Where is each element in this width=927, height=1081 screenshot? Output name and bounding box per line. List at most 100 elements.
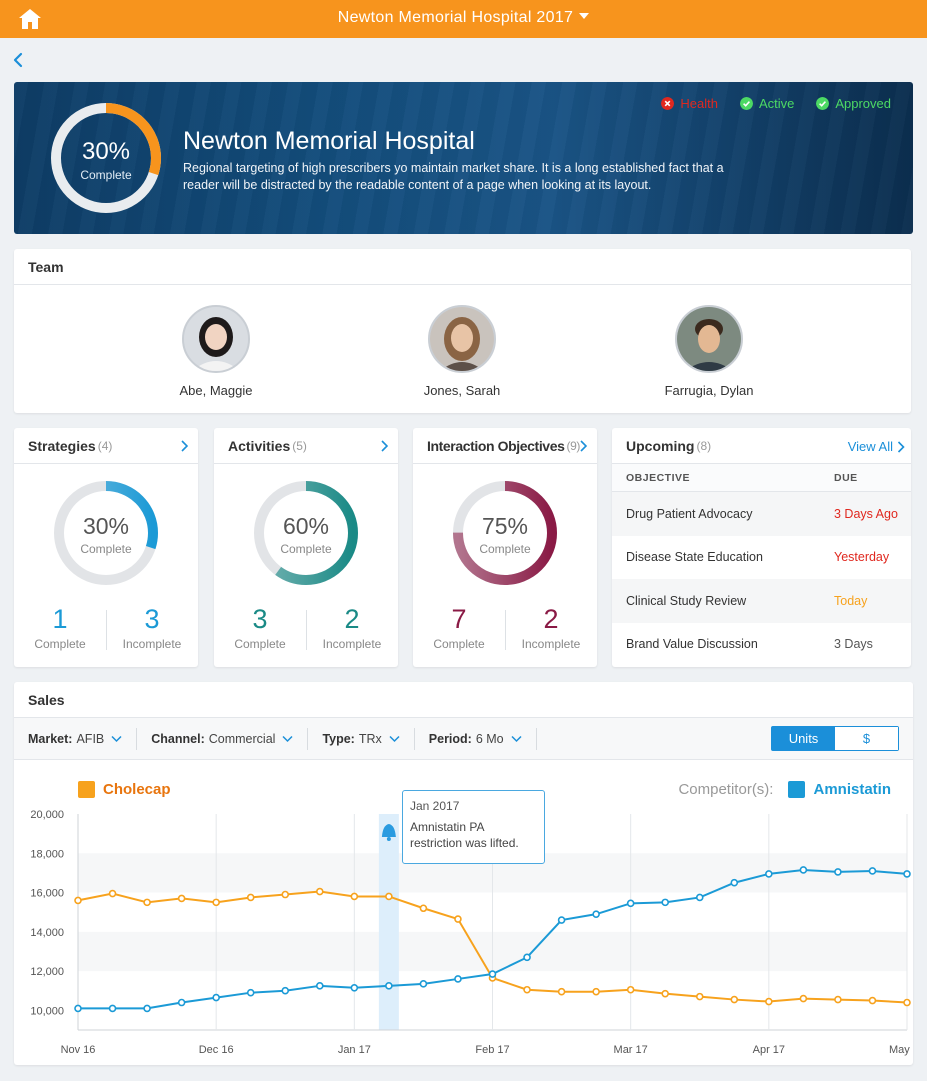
home-icon[interactable] xyxy=(18,7,42,31)
x-tick-label: May 17 xyxy=(889,1044,913,1056)
objectives-percent: 75% xyxy=(481,513,529,539)
team-title: Team xyxy=(28,258,64,275)
data-point-cholecap xyxy=(108,889,117,898)
column-due: DUE xyxy=(834,471,858,484)
legend-cholecap[interactable]: Cholecap xyxy=(78,781,171,798)
divider xyxy=(505,610,506,650)
x-tick-label: Jan 17 xyxy=(338,1044,371,1056)
strategies-count: (4) xyxy=(97,438,113,453)
data-point-cholecap xyxy=(834,995,842,1004)
activities-percent: 60% xyxy=(282,513,330,539)
activities-card[interactable]: Activities (5) 60% Complete 3 Complete 2 … xyxy=(214,428,398,667)
y-tick-label: 14,000 xyxy=(30,927,64,939)
type-filter[interactable]: Type: TRx xyxy=(322,727,415,750)
donut-arc xyxy=(453,481,557,585)
filter-label: Market: xyxy=(28,731,73,746)
team-header: Team xyxy=(14,249,911,285)
x-tick-label: Mar 17 xyxy=(614,1044,648,1056)
filter-value: Commercial xyxy=(208,731,276,746)
status-health: Health xyxy=(661,96,718,111)
hospital-name: Newton Memorial Hospital xyxy=(183,127,475,155)
page-title: Newton Memorial Hospital 2017 xyxy=(337,9,574,26)
strategies-percent: 30% xyxy=(82,513,130,539)
data-point-amnistatin xyxy=(108,1004,117,1013)
data-point-cholecap xyxy=(523,985,531,994)
dollars-button[interactable]: $ xyxy=(835,727,898,750)
check-circle-icon xyxy=(739,97,753,110)
objectives-percent-label: Complete xyxy=(479,542,531,556)
data-point-amnistatin xyxy=(626,899,635,908)
team-member[interactable]: Abe, Maggie xyxy=(156,305,276,398)
chevron-right-icon[interactable] xyxy=(380,440,388,452)
due-date: Today xyxy=(834,593,868,608)
status-label: Approved xyxy=(835,96,891,111)
objectives-header: Interaction Objectives (9) xyxy=(413,428,597,464)
chevron-right-icon[interactable] xyxy=(180,440,188,452)
progress-ring: 30% Complete xyxy=(50,102,162,214)
event-highlight xyxy=(378,814,399,1030)
data-point-cholecap xyxy=(903,998,911,1007)
team-member[interactable]: Jones, Sarah xyxy=(402,305,522,398)
data-point-amnistatin xyxy=(592,910,600,918)
data-point-cholecap xyxy=(74,896,82,905)
view-all-link[interactable]: View All xyxy=(848,439,905,454)
back-arrow-icon[interactable] xyxy=(10,50,28,70)
sales-header: Sales xyxy=(14,682,913,718)
legend-label: Cholecap xyxy=(103,781,171,798)
data-point-amnistatin xyxy=(246,988,255,997)
strategies-card[interactable]: Strategies (4) 30% Complete 1 Complete 3 … xyxy=(14,428,198,667)
data-point-amnistatin xyxy=(212,993,220,1002)
team-member[interactable]: Farrugia, Dylan xyxy=(649,305,769,398)
data-point-amnistatin xyxy=(661,898,670,907)
competitor-label: Competitor(s): xyxy=(678,781,774,798)
sales-title: Sales xyxy=(28,691,65,708)
table-row[interactable]: Disease State Education Yesterday xyxy=(612,536,911,580)
chevron-down-icon xyxy=(511,735,522,742)
legend-competitor[interactable]: Competitor(s): Amnistatin xyxy=(678,781,891,798)
objectives-count: (9) xyxy=(566,438,580,453)
filter-label: Channel: xyxy=(151,731,205,746)
progress-label: Complete xyxy=(80,168,132,182)
units-button[interactable]: Units xyxy=(772,727,835,750)
x-tick-label: Apr 17 xyxy=(753,1044,785,1056)
hospital-selector[interactable]: Newton Memorial Hospital 2017 xyxy=(0,9,927,27)
activities-donut: 60% Complete xyxy=(251,478,361,588)
market-filter[interactable]: Market: AFIB xyxy=(28,727,138,750)
divider xyxy=(106,610,107,650)
avatar xyxy=(675,305,743,373)
strategies-incomplete: 3 Incomplete xyxy=(106,604,198,651)
period-filter[interactable]: Period: 6 Mo xyxy=(428,727,537,750)
team-card: Team Abe, Maggie Jones, Sarah Farrugia, … xyxy=(14,249,911,413)
complete-label: Complete xyxy=(34,637,86,651)
data-point-amnistatin xyxy=(557,916,566,924)
x-tick-label: Feb 17 xyxy=(475,1044,509,1056)
table-row[interactable]: Clinical Study Review Today xyxy=(612,579,911,623)
objective-name: Brand Value Discussion xyxy=(626,637,758,652)
banner-background xyxy=(14,82,913,234)
activities-incomplete: 2 Incomplete xyxy=(306,604,398,651)
objectives-card[interactable]: Interaction Objectives (9) 75% Complete 7… xyxy=(413,428,597,667)
incomplete-count: 3 xyxy=(144,604,160,634)
table-row[interactable]: Drug Patient Advocacy 3 Days Ago xyxy=(612,492,911,536)
due-date: Yesterday xyxy=(834,550,890,565)
data-point-amnistatin xyxy=(74,1004,82,1013)
data-point-amnistatin xyxy=(143,1004,151,1013)
x-circle-icon xyxy=(661,97,675,110)
table-row[interactable]: Brand Value Discussion 3 Days xyxy=(612,623,911,667)
complete-count: 1 xyxy=(52,604,68,634)
objective-name: Clinical Study Review xyxy=(626,593,747,608)
due-date: 3 Days Ago xyxy=(834,506,898,521)
x-tick-label: Nov 16 xyxy=(61,1044,96,1056)
activities-header: Activities (5) xyxy=(214,428,398,464)
progress-percent: 30% xyxy=(81,138,131,165)
member-name: Jones, Sarah xyxy=(423,383,501,398)
data-point-cholecap xyxy=(661,989,670,998)
bell-icon xyxy=(381,824,396,841)
chevron-down-icon xyxy=(282,735,293,742)
filter-label: Period: xyxy=(428,731,472,746)
upcoming-count: (8) xyxy=(696,438,712,453)
channel-filter[interactable]: Channel: Commercial xyxy=(151,727,309,750)
hospital-description: Regional targeting of high prescribers y… xyxy=(183,161,724,192)
chevron-right-icon[interactable] xyxy=(579,440,587,452)
incomplete-label: Incomplete xyxy=(521,637,581,651)
